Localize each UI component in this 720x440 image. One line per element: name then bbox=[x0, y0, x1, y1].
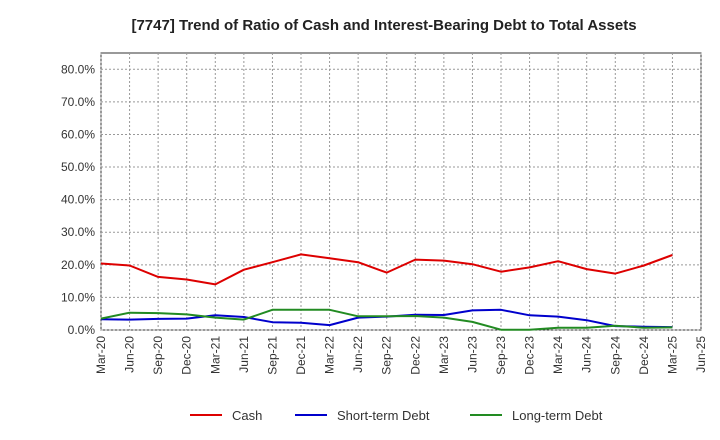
x-tick-label: Jun-24 bbox=[580, 336, 594, 373]
x-tick-label: Dec-21 bbox=[294, 336, 308, 375]
x-tick-label: Jun-23 bbox=[465, 336, 479, 373]
series-group bbox=[100, 253, 673, 331]
x-tick-label: Jun-22 bbox=[351, 336, 365, 373]
y-axis: 0.0% 10.0% 20.0% 30.0% 40.0% 50.0% 60.0% 70.0% 8… bbox=[61, 62, 95, 337]
x-tick-label: Mar-24 bbox=[551, 336, 565, 374]
x-tick-label: Jun-21 bbox=[237, 336, 251, 373]
y-tick-label: 0.0% bbox=[68, 323, 96, 337]
series-line-cash bbox=[100, 253, 673, 286]
x-tick-label: Mar-21 bbox=[208, 336, 222, 374]
x-tick-label: Sep-23 bbox=[494, 336, 508, 375]
y-tick-label: 20.0% bbox=[61, 258, 95, 272]
legend-label-long-term-debt: Long-term Debt bbox=[512, 408, 603, 423]
x-tick-label: Mar-25 bbox=[665, 336, 679, 374]
x-tick-label: Mar-22 bbox=[323, 336, 337, 374]
legend-label-cash: Cash bbox=[232, 408, 262, 423]
y-tick-label: 60.0% bbox=[61, 127, 95, 141]
y-tick-label: 10.0% bbox=[61, 290, 95, 304]
y-tick-label: 70.0% bbox=[61, 95, 95, 109]
grid bbox=[100, 53, 702, 331]
x-tick-label: Jun-20 bbox=[123, 336, 137, 373]
x-tick-label: Sep-24 bbox=[608, 336, 622, 375]
legend-label-short-term-debt: Short-term Debt bbox=[337, 408, 430, 423]
y-tick-label: 50.0% bbox=[61, 160, 95, 174]
series-line-long-term-debt bbox=[100, 308, 673, 331]
x-tick-label: Jun-25 bbox=[694, 336, 708, 373]
x-tick-label: Dec-22 bbox=[408, 336, 422, 375]
x-tick-label: Dec-20 bbox=[180, 336, 194, 375]
x-tick-label: Sep-21 bbox=[265, 336, 279, 375]
plot-area bbox=[100, 52, 702, 331]
x-tick-label: Dec-24 bbox=[637, 336, 651, 375]
x-tick-label: Mar-23 bbox=[437, 336, 451, 374]
x-tick-label: Mar-20 bbox=[94, 336, 108, 374]
y-tick-label: 40.0% bbox=[61, 193, 95, 207]
x-tick-label: Dec-23 bbox=[523, 336, 537, 375]
x-tick-label: Sep-22 bbox=[380, 336, 394, 375]
legend: Cash Short-term Debt Long-term Debt bbox=[190, 408, 603, 423]
chart-title: [7747] Trend of Ratio of Cash and Intere… bbox=[131, 17, 636, 34]
x-axis: Mar-20 Jun-20 Sep-20 Dec-20 Mar-21 Jun-21 Sep-… bbox=[94, 336, 708, 375]
y-tick-label: 30.0% bbox=[61, 225, 95, 239]
x-tick-label: Sep-20 bbox=[151, 336, 165, 375]
y-tick-label: 80.0% bbox=[61, 62, 95, 76]
